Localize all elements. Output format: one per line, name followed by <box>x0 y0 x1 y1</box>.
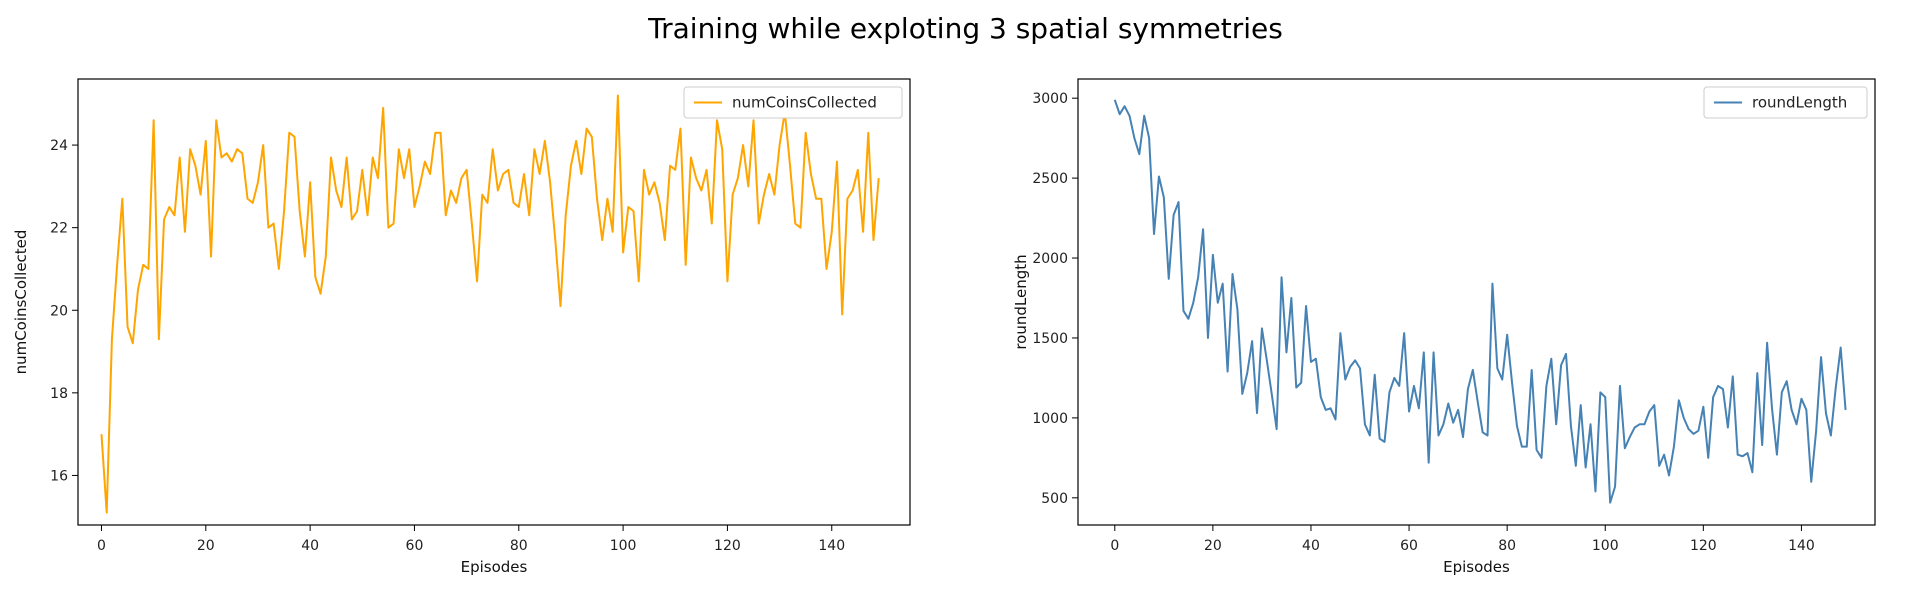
right-x-tick-label: 140 <box>1788 538 1815 554</box>
right-x-tick-label: 120 <box>1690 538 1717 554</box>
left-x-tick-label: 100 <box>610 538 637 554</box>
left-x-tick-label: 120 <box>714 538 741 554</box>
left-y-tick-label: 20 <box>50 303 68 319</box>
right-legend-box <box>1703 86 1868 119</box>
left-legend-label: numCoinsCollected <box>732 94 877 112</box>
right-y-tick-label: 3000 <box>1032 91 1068 107</box>
left-x-tick-label: 40 <box>301 538 319 554</box>
right-series-line <box>1113 99 1847 504</box>
right-y-tick-label: 2500 <box>1032 171 1068 187</box>
right-legend-label: roundLength <box>1752 94 1847 112</box>
right-x-tick-label: 60 <box>1400 538 1418 554</box>
right-x-tick-label: 100 <box>1592 538 1619 554</box>
right-y-tick-label: 1000 <box>1032 411 1068 427</box>
left-y-tick-label: 24 <box>50 138 68 154</box>
left-legend-box <box>683 86 903 119</box>
right-x-tick-label: 0 <box>1110 538 1119 554</box>
right-chart: 0 20 40 60 80 100 120 140 500 1000 1500 2000 2500 300… <box>1012 78 1876 576</box>
left-x-tick-label: 140 <box>818 538 845 554</box>
right-x-tick-label: 40 <box>1302 538 1320 554</box>
left-x-tick-label: 20 <box>197 538 215 554</box>
right-y-axis-label: roundLength <box>1012 254 1030 349</box>
right-y-tick-label: 2000 <box>1032 251 1068 267</box>
left-x-tick-label: 0 <box>97 538 106 554</box>
left-x-axis-label: Episodes <box>461 558 528 576</box>
left-y-tick-label: 18 <box>50 386 68 402</box>
left-y-tick-label: 22 <box>50 221 68 237</box>
right-y-tick-label: 1500 <box>1032 331 1068 347</box>
left-y-axis-label: numCoinsCollected <box>12 230 30 375</box>
left-x-tick-label: 80 <box>510 538 528 554</box>
left-x-tick-label: 60 <box>406 538 424 554</box>
figure-title: Training while exploting 3 spatial symme… <box>648 12 1283 45</box>
left-chart: 0 20 40 60 80 100 120 140 16 18 20 22 24 Episodes numC… <box>12 78 911 576</box>
right-x-tick-label: 80 <box>1498 538 1516 554</box>
right-y-tick-label: 500 <box>1041 491 1068 507</box>
left-y-tick-label: 16 <box>50 468 68 484</box>
left-plot-frame <box>77 78 911 526</box>
left-series-line <box>100 94 880 514</box>
right-x-tick-label: 20 <box>1204 538 1222 554</box>
right-x-axis-label: Episodes <box>1443 558 1510 576</box>
right-plot-frame <box>1077 78 1876 526</box>
